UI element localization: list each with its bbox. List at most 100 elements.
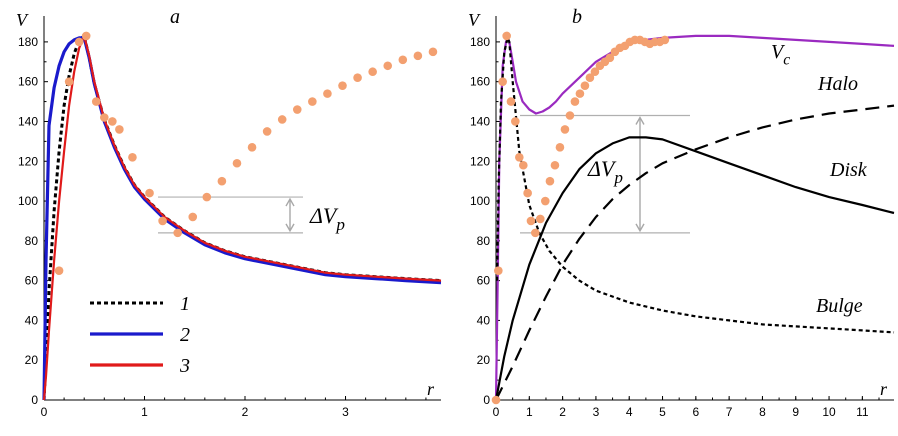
y-axis-label: V bbox=[468, 10, 481, 30]
legend-label-1: 1 bbox=[180, 293, 190, 315]
data-point bbox=[91, 97, 101, 106]
data-point bbox=[550, 160, 560, 170]
y-tick-label: 40 bbox=[477, 313, 491, 327]
data-point bbox=[188, 212, 198, 222]
data-point bbox=[575, 89, 585, 98]
series-label-halo: Halo bbox=[817, 73, 858, 95]
x-tick-label: 1 bbox=[526, 405, 533, 419]
data-point bbox=[158, 216, 167, 226]
data-point bbox=[368, 67, 377, 77]
x-tick-label: 9 bbox=[792, 405, 799, 419]
y-tick-label: 180 bbox=[18, 35, 38, 49]
y-tick-label: 60 bbox=[25, 274, 39, 288]
data-point bbox=[353, 73, 362, 83]
data-point bbox=[428, 47, 438, 57]
data-point bbox=[498, 77, 507, 86]
data-point bbox=[580, 81, 590, 90]
x-tick-label: 3 bbox=[342, 405, 349, 419]
data-point bbox=[519, 160, 528, 170]
y-tick-label: 140 bbox=[18, 114, 38, 128]
x-tick-label: 3 bbox=[593, 405, 600, 419]
y-tick-label: 20 bbox=[25, 353, 39, 367]
y-tick-label: 80 bbox=[477, 234, 491, 248]
x-tick-label: 0 bbox=[493, 405, 500, 419]
y-axis-label: V bbox=[16, 10, 29, 30]
y-tick-label: 140 bbox=[470, 114, 490, 128]
data-point bbox=[202, 192, 212, 202]
data-point bbox=[64, 77, 74, 86]
delta-vp-label: ΔVp bbox=[587, 156, 623, 187]
y-tick-label: 120 bbox=[470, 154, 490, 168]
data-point bbox=[262, 127, 272, 136]
x-tick-label: 10 bbox=[822, 405, 836, 419]
data-point bbox=[585, 73, 595, 83]
x-tick-label: 2 bbox=[559, 405, 566, 419]
data-point bbox=[605, 53, 615, 63]
series-label-disk: Disk bbox=[829, 159, 868, 181]
series-line-disk bbox=[494, 136, 895, 401]
y-tick-label: 40 bbox=[25, 313, 39, 327]
y-tick-label: 20 bbox=[477, 353, 491, 367]
legend-label-3: 3 bbox=[179, 355, 190, 377]
data-point bbox=[531, 228, 540, 238]
y-tick-label: 0 bbox=[483, 393, 490, 407]
data-point bbox=[491, 395, 501, 405]
data-point bbox=[413, 51, 423, 61]
series-line-halo bbox=[495, 104, 895, 401]
data-point bbox=[323, 89, 332, 98]
data-point bbox=[535, 214, 545, 224]
data-point bbox=[128, 152, 137, 162]
data-point bbox=[115, 125, 124, 134]
data-point bbox=[292, 105, 302, 114]
data-point bbox=[74, 37, 84, 47]
y-tick-label: 60 bbox=[477, 274, 491, 288]
y-tick-label: 160 bbox=[18, 75, 38, 89]
data-point bbox=[660, 35, 670, 45]
delta-arrow-head-up bbox=[285, 197, 295, 207]
panel-label: a bbox=[170, 6, 180, 28]
delta-arrow-head-up bbox=[635, 116, 645, 125]
series-line-bulge bbox=[495, 36, 895, 334]
data-point bbox=[338, 81, 347, 90]
x-axis-label: r bbox=[427, 379, 435, 399]
series-label-v-c: Vc bbox=[771, 41, 790, 68]
x-tick-label: 0 bbox=[41, 405, 48, 419]
data-point bbox=[570, 97, 580, 106]
data-point bbox=[398, 55, 408, 65]
x-tick-label: 1 bbox=[141, 405, 148, 419]
data-point bbox=[383, 61, 393, 71]
data-point bbox=[523, 188, 532, 198]
data-point bbox=[506, 97, 516, 106]
y-tick-label: 0 bbox=[31, 393, 38, 407]
data-point bbox=[100, 113, 109, 122]
data-point bbox=[540, 196, 550, 206]
series-line-2 bbox=[42, 36, 442, 401]
delta-vp-label: ΔVp bbox=[309, 203, 345, 234]
data-point bbox=[560, 125, 570, 134]
data-point bbox=[494, 266, 503, 275]
series-line-1 bbox=[42, 34, 442, 401]
x-tick-label: 4 bbox=[626, 405, 633, 419]
data-point bbox=[173, 228, 182, 238]
data-point bbox=[565, 111, 575, 120]
y-tick-label: 180 bbox=[470, 35, 490, 49]
data-point bbox=[232, 158, 242, 168]
data-point bbox=[145, 188, 154, 198]
data-point bbox=[515, 152, 524, 162]
x-axis-label: r bbox=[880, 379, 888, 399]
data-point bbox=[502, 31, 511, 41]
data-point bbox=[526, 216, 536, 226]
data-point bbox=[277, 115, 287, 124]
data-point bbox=[247, 143, 257, 152]
data-point bbox=[108, 117, 117, 126]
x-tick-label: 5 bbox=[659, 405, 666, 419]
data-point bbox=[54, 266, 64, 275]
data-point bbox=[545, 176, 555, 186]
data-point bbox=[308, 97, 317, 106]
y-tick-label: 120 bbox=[18, 154, 38, 168]
panel-label: b bbox=[572, 6, 582, 28]
data-point bbox=[511, 117, 520, 126]
legend-label-2: 2 bbox=[180, 324, 190, 346]
x-tick-label: 7 bbox=[726, 405, 733, 419]
